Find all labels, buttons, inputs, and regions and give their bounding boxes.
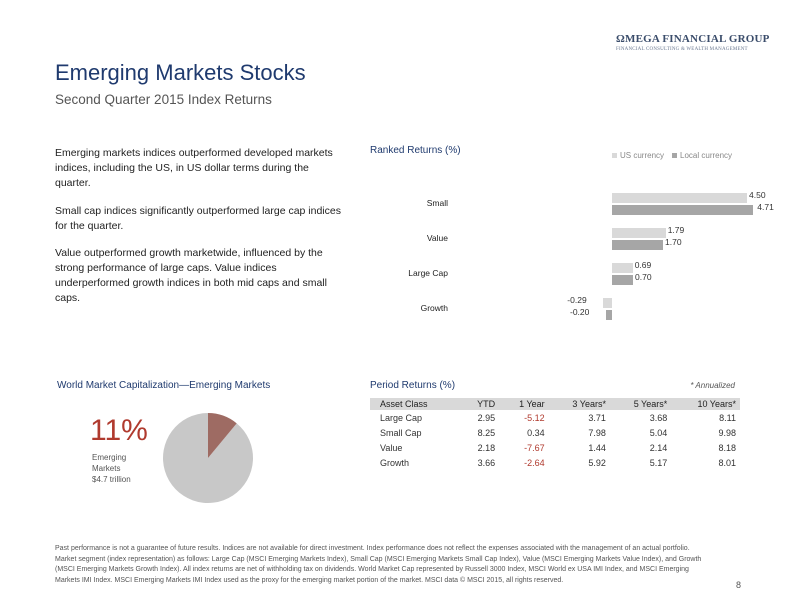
pie-heading: World Market Capitalization—Emerging Mar… [57, 380, 271, 391]
cell: 0.34 [527, 427, 545, 438]
logo-name: ΩMEGA FINANCIAL GROUP [616, 33, 770, 45]
ranked-returns-heading: Ranked Returns (%) [370, 145, 461, 156]
cell: 8.01 [718, 457, 736, 468]
table-row: Small Cap 8.25 0.34 7.98 5.04 9.98 [370, 425, 740, 440]
col-10-years: 10 Years* [671, 398, 740, 410]
period-returns-heading: Period Returns (%) [370, 380, 456, 391]
cell: 3.66 [477, 457, 496, 468]
cell: Large Cap [380, 412, 423, 423]
cell: 7.98 [588, 427, 606, 438]
legend-local: Local currency [672, 151, 732, 160]
market-cap-pie [163, 413, 253, 503]
chart-legend: US currency Local currency [612, 151, 732, 160]
col-5-years: 5 Years* [609, 398, 672, 410]
cell: 8.25 [477, 427, 496, 438]
cell: 8.11 [719, 412, 736, 423]
logo-tagline: FINANCIAL CONSULTING & WEALTH MANAGEMENT [616, 47, 748, 52]
col-1-year: 1 Year [499, 398, 549, 410]
cell: 5.04 [649, 427, 668, 438]
commentary-paragraph-3: Value outperformed growth marketwide, in… [55, 247, 327, 304]
cell: 3.68 [649, 412, 668, 423]
cell: -7.67 [524, 442, 545, 453]
cell: 9.98 [718, 427, 736, 438]
cell: 1.44 [588, 442, 606, 453]
commentary-paragraph-1: Emerging markets indices outperformed de… [55, 147, 333, 189]
legend-local-label: Local currency [680, 151, 733, 160]
cell: Small Cap [380, 427, 422, 438]
cell: Growth [380, 457, 410, 468]
legend-local-swatch [672, 153, 678, 159]
pie-slice-emerging [208, 413, 237, 458]
cell: 2.18 [477, 442, 496, 453]
table-row: Growth 3.66 -2.64 5.92 5.17 8.01 [370, 455, 740, 470]
page-title: Emerging Markets Stocks [55, 60, 306, 85]
table-row: Value 2.18 -7.67 1.44 2.14 8.18 [370, 440, 740, 455]
cell: 2.95 [477, 412, 496, 423]
cell: -2.64 [524, 457, 545, 468]
cell: Value [380, 442, 403, 453]
col-3-years: 3 Years* [548, 398, 610, 410]
legend-us: US currency [612, 151, 664, 160]
company-logo: ΩMEGA FINANCIAL GROUP FINANCIAL CONSULTI… [616, 33, 770, 52]
table-row: Large Cap 2.95 -5.12 3.71 3.68 8.11 [370, 410, 740, 425]
bar-value-label: -0.29 [567, 295, 587, 305]
category-label: Large Cap [408, 268, 448, 278]
bar [612, 275, 633, 285]
bar-value-label: 0.70 [635, 272, 652, 282]
commentary-paragraph-2: Small cap indices significantly outperfo… [55, 205, 341, 232]
col-ytd: YTD [460, 398, 500, 410]
pie-label-line-3: $4.7 trillion [92, 475, 131, 484]
pie-label-line-2: Markets [92, 464, 121, 473]
bar-value-label: 1.70 [665, 237, 682, 247]
legend-us-label: US currency [620, 151, 665, 160]
cell: 8.18 [718, 442, 736, 453]
annualized-note: * Annualized [690, 381, 735, 390]
period-returns-table: Asset Class YTD 1 Year 3 Years* 5 Years*… [370, 398, 740, 470]
bar [612, 240, 663, 250]
legend-us-swatch [612, 153, 617, 159]
cell: -5.12 [524, 412, 545, 423]
bar-value-label: 0.69 [634, 260, 652, 270]
cell: 5.92 [588, 457, 606, 468]
category-label: Small [426, 198, 448, 208]
bar-value-label: 4.71 [757, 202, 774, 212]
bar [606, 310, 612, 320]
bar [612, 205, 754, 215]
bar-value-label: 1.79 [667, 225, 685, 235]
category-label: Value [426, 233, 448, 243]
bar [612, 228, 666, 238]
bar-value-label: 4.50 [749, 190, 766, 200]
col-asset-class: Asset Class [370, 398, 461, 410]
table-header-row: Asset Class YTD 1 Year 3 Years* 5 Years*… [370, 398, 740, 410]
category-label: Growth [420, 303, 448, 313]
bar [603, 298, 612, 308]
page-number: 8 [736, 580, 742, 590]
disclaimer-footnote: Past performance is not a guarantee of f… [55, 545, 702, 584]
market-share-percent: 11% [90, 414, 148, 447]
cell: 5.17 [649, 457, 668, 468]
bar [612, 263, 633, 273]
cell: 2.14 [649, 442, 668, 453]
pie-label: Emerging Markets $4.7 trillion [92, 452, 131, 485]
page-subtitle: Second Quarter 2015 Index Returns [55, 92, 272, 107]
pie-label-line-1: Emerging [92, 453, 127, 462]
bar-value-label: -0.20 [570, 307, 590, 317]
cell: 3.71 [588, 412, 606, 423]
bar [612, 193, 747, 203]
